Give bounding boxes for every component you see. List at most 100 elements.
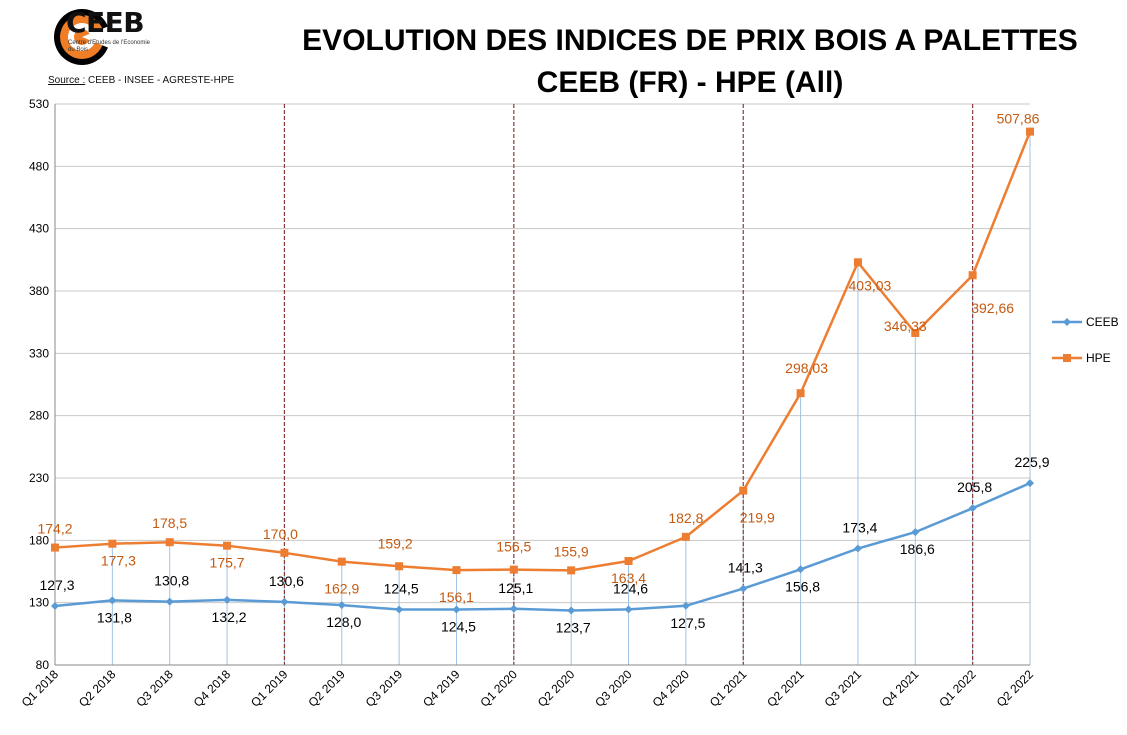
hpe-point (567, 566, 576, 575)
hpe-point (739, 486, 748, 495)
hpe-point (452, 566, 461, 575)
hpe-point (165, 538, 174, 547)
y-tick-label: 380 (29, 284, 49, 298)
x-tick-label: Q4 2020 (650, 667, 693, 710)
y-tick-label: 180 (29, 533, 49, 547)
x-tick-label: Q4 2018 (191, 667, 234, 710)
hpe-data-label: 392,66 (971, 300, 1014, 316)
ceeb-point (796, 565, 805, 574)
legend-marker (1063, 354, 1071, 362)
ceeb-data-label: 127,5 (670, 615, 705, 631)
source-line: Source : CEEB - INSEE - AGRESTE-HPE (48, 75, 234, 86)
ceeb-point (624, 605, 633, 614)
ceeb-data-label: 173,4 (842, 520, 877, 536)
ceeb-data-label: 123,7 (556, 620, 591, 636)
ceeb-logo (50, 6, 210, 68)
ceeb-data-label: 124,5 (384, 581, 419, 597)
logo-subtitle: Centre d'Etudes de l'Economie du Bois (68, 40, 151, 53)
hpe-point (51, 543, 59, 552)
chart-title-line1: EVOLUTION DES INDICES DE PRIX BOIS A PAL… (302, 24, 1078, 57)
hpe-data-label: 298,03 (785, 360, 828, 376)
ceeb-point (739, 584, 748, 593)
ceeb-data-label: 225,9 (1014, 454, 1049, 470)
logo-text: CEEB (66, 6, 145, 39)
ceeb-data-label: 125,1 (498, 580, 533, 596)
ceeb-data-label: 131,8 (97, 609, 132, 625)
x-tick-label: Q3 2021 (822, 667, 865, 710)
hpe-data-label: 175,7 (210, 555, 245, 571)
ceeb-point (395, 605, 404, 614)
hpe-data-label: 178,5 (152, 515, 187, 531)
x-tick-label: Q4 2021 (879, 667, 922, 710)
ceeb-point (223, 595, 232, 604)
ceeb-data-label: 128,0 (326, 614, 361, 630)
hpe-data-label: 346,33 (884, 318, 927, 334)
ceeb-point (853, 544, 862, 553)
y-tick-label: 330 (29, 346, 49, 360)
hpe-point (968, 271, 977, 280)
ceeb-point (911, 528, 920, 537)
x-tick-label: Q3 2020 (592, 667, 635, 710)
x-tick-label: Q2 2020 (535, 667, 578, 710)
x-tick-label: Q4 2019 (420, 667, 463, 710)
source-label: Source : (48, 75, 86, 86)
y-tick-label: 280 (29, 409, 49, 423)
hpe-data-label: 177,3 (101, 553, 136, 569)
ceeb-point (337, 601, 346, 610)
legend-label: CEEB (1086, 315, 1119, 329)
y-tick-label: 430 (29, 222, 49, 236)
hpe-point (681, 532, 690, 541)
ceeb-data-label: 156,8 (785, 578, 820, 594)
hpe-point (911, 328, 920, 337)
source-value: CEEB - INSEE - AGRESTE-HPE (88, 75, 235, 86)
hpe-data-label: 174,2 (37, 521, 72, 537)
ceeb-point (51, 602, 59, 611)
y-tick-label: 530 (29, 97, 49, 111)
y-tick-label: 80 (36, 658, 50, 672)
ceeb-point (1026, 479, 1034, 488)
ceeb-point (165, 597, 174, 606)
ceeb-point (108, 596, 117, 605)
x-tick-label: Q1 2020 (477, 667, 520, 710)
hpe-point (280, 548, 289, 557)
hpe-data-label: 182,8 (668, 510, 703, 526)
x-tick-label: Q1 2018 (19, 667, 62, 710)
chart-title: EVOLUTION DES INDICES DE PRIX BOIS A PAL… (280, 20, 1100, 104)
ceeb-data-label: 124,6 (613, 580, 648, 596)
ceeb-point (509, 604, 518, 613)
hpe-data-label: 162,9 (324, 581, 359, 597)
chart-title-line2: CEEB (FR) - HPE (All) (536, 66, 844, 99)
hpe-data-label: 155,9 (554, 543, 589, 559)
hpe-series-line (54, 131, 1032, 572)
x-tick-label: Q1 2021 (707, 667, 750, 710)
ceeb-logo-icon (54, 9, 114, 65)
x-tick-label: Q1 2019 (248, 667, 291, 710)
ceeb-point (968, 504, 977, 513)
ceeb-data-label: 141,3 (728, 560, 763, 576)
ceeb-point (452, 605, 461, 614)
hpe-point (1026, 127, 1034, 136)
x-tick-label: Q2 2021 (764, 667, 807, 710)
ceeb-data-label: 205,8 (957, 479, 992, 495)
ceeb-series-line (54, 481, 1031, 612)
x-tick-label: Q2 2019 (305, 667, 348, 710)
hpe-point (796, 389, 805, 398)
x-tick-label: Q2 2018 (76, 667, 119, 710)
y-tick-label: 230 (29, 471, 49, 485)
ceeb-data-label: 186,6 (900, 541, 935, 557)
ceeb-data-label: 132,2 (212, 609, 247, 625)
hpe-data-label: 219,9 (740, 510, 775, 526)
hpe-data-label: 156,5 (496, 539, 531, 555)
hpe-point (853, 258, 862, 267)
hpe-point (337, 557, 346, 566)
y-tick-label: 130 (29, 596, 49, 610)
hpe-point (108, 539, 117, 548)
y-tick-label: 480 (29, 159, 49, 173)
ceeb-data-label: 124,5 (441, 619, 476, 635)
ceeb-data-label: 127,3 (39, 577, 74, 593)
x-tick-label: Q3 2019 (363, 667, 406, 710)
hpe-data-label: 403,03 (849, 277, 892, 293)
hpe-data-label: 163,4 (611, 570, 646, 586)
